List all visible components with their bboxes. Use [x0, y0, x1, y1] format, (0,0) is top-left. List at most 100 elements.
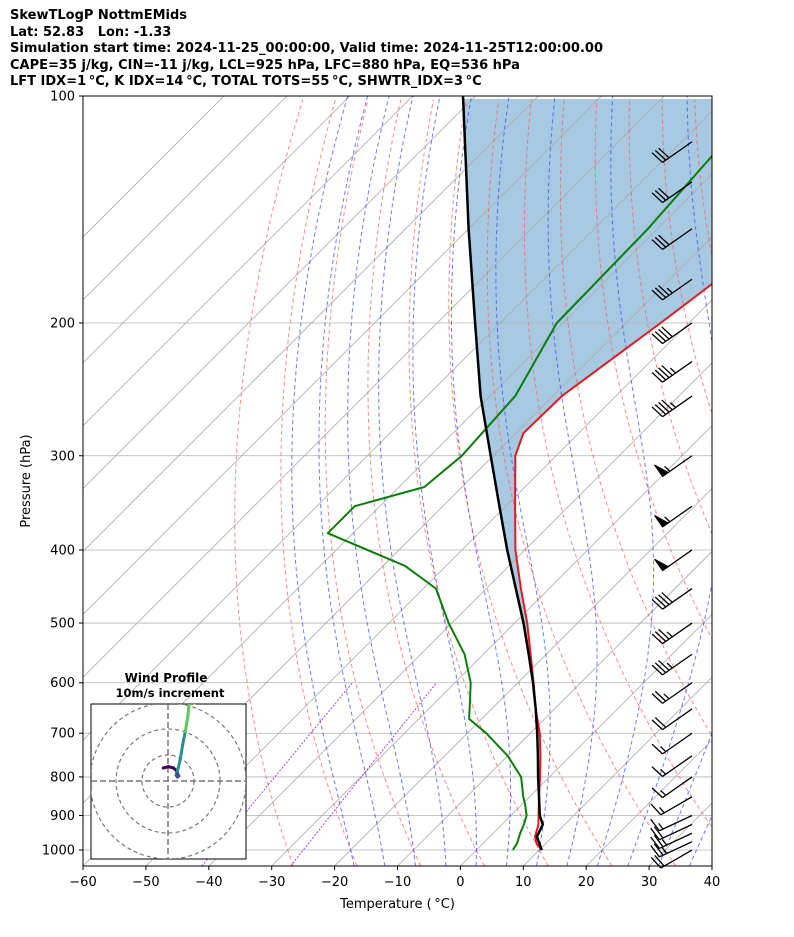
y-axis-label: Pressure (hPa) — [19, 434, 34, 527]
barb-half — [669, 367, 677, 374]
barb-full — [661, 399, 673, 411]
barb-staff — [662, 776, 693, 799]
barb-half — [664, 465, 671, 472]
barb-staff — [662, 361, 693, 383]
moist-adiabat — [547, 96, 598, 866]
hodograph-area — [91, 704, 246, 859]
wind-barb — [651, 588, 693, 610]
barb-full — [654, 717, 667, 728]
wind-barb — [654, 549, 693, 572]
barb-staff — [662, 755, 693, 777]
barb-full — [654, 236, 667, 248]
isotherm — [208, 362, 712, 866]
barb-staff — [662, 732, 693, 755]
dry-adiabat — [727, 100, 794, 866]
cape-line: CAPE=35 j/kg, CIN=-11 j/kg, LCL=925 hPa,… — [10, 57, 520, 73]
barb-half — [666, 662, 673, 669]
barb-flag — [654, 464, 670, 478]
dry-adiabat — [408, 99, 549, 866]
x-tick-label: −30 — [258, 875, 285, 890]
barb-half — [660, 768, 667, 775]
barb-full — [650, 827, 660, 841]
moist-adiabat — [627, 96, 712, 866]
wind-barb — [651, 228, 693, 250]
x-axis-label: Temperature ( °C) — [339, 897, 455, 912]
x-tick-label: 30 — [641, 875, 658, 890]
isotherm — [523, 676, 712, 866]
x-tick-label: −20 — [321, 875, 348, 890]
y-tick-label: 500 — [50, 617, 75, 632]
x-tick-label: −60 — [69, 875, 96, 890]
moist-adiabat — [412, 96, 477, 866]
barb-half — [666, 287, 673, 294]
barb-full — [651, 743, 663, 755]
barb-half — [660, 746, 667, 753]
barb-full — [653, 834, 664, 848]
barb-full — [651, 787, 663, 799]
dry-adiabat — [661, 99, 712, 416]
y-tick-label: 700 — [50, 727, 75, 742]
wind-barb — [651, 322, 693, 345]
y-tick-label: 200 — [50, 316, 75, 331]
hodograph-segment — [178, 743, 185, 762]
barb-full — [654, 662, 667, 674]
barb-full — [654, 331, 667, 342]
wind-barb — [651, 278, 693, 301]
barb-full — [651, 664, 663, 676]
dry-adiabat — [694, 99, 712, 260]
wind-barb — [654, 505, 693, 528]
time-line: Simulation start time: 2024-11-25_00:00:… — [10, 41, 603, 57]
barb-half — [661, 838, 668, 846]
barb-half — [658, 822, 664, 830]
moist-adiabat — [658, 731, 712, 866]
mixing-ratio-line — [201, 682, 353, 866]
hodograph-segment — [183, 714, 190, 734]
wind-barb — [650, 841, 693, 858]
barb-full — [658, 628, 670, 640]
barb-full — [651, 406, 663, 418]
moist-adiabat — [450, 96, 512, 866]
hodograph-segment — [186, 704, 191, 718]
barb-full — [654, 149, 667, 161]
wind-barbs — [650, 141, 693, 869]
wind-barb — [651, 732, 693, 755]
wind-barb — [651, 622, 693, 645]
x-tick-label: 10 — [515, 875, 532, 890]
barb-staff — [662, 682, 693, 704]
isotherm — [83, 110, 712, 741]
barb-half — [659, 807, 665, 814]
mixing-ratio-line — [290, 682, 437, 866]
moist-adiabat — [347, 96, 416, 866]
barb-full — [658, 147, 670, 159]
barb-full — [658, 594, 670, 606]
barb-full — [654, 287, 667, 299]
barb-staff — [662, 395, 693, 418]
isotherm — [460, 613, 712, 866]
barb-full — [651, 598, 663, 610]
y-tick-label: 800 — [50, 770, 75, 785]
dry-adiabat — [367, 99, 485, 866]
wind-barb — [650, 849, 693, 869]
wind-barb — [651, 776, 693, 799]
hodograph-segment — [176, 758, 182, 773]
isotherm — [83, 96, 288, 301]
parcel-line — [461, 96, 545, 851]
y-tick-label: 1000 — [42, 844, 75, 859]
dewpoint-line — [326, 154, 712, 851]
moist-adiabat — [318, 96, 386, 866]
barb-full — [651, 333, 663, 345]
dry-adiabat — [486, 99, 677, 866]
wind-barb — [650, 814, 693, 832]
barb-full — [658, 401, 670, 413]
dry-adiabat — [280, 99, 358, 866]
indices-line: LFT IDX=1 °C, K IDX=14 °C, TOTAL TOTS=55… — [10, 74, 482, 90]
barb-staff — [662, 622, 693, 645]
barb-half — [661, 847, 668, 854]
isotherm — [145, 299, 712, 866]
barb-flag — [654, 558, 670, 572]
wind-barb — [651, 361, 693, 383]
barb-full — [651, 192, 663, 204]
barb-full — [661, 592, 673, 603]
barb-staff — [662, 278, 693, 301]
hodograph-subtitle: 10m/s increment — [116, 686, 225, 700]
